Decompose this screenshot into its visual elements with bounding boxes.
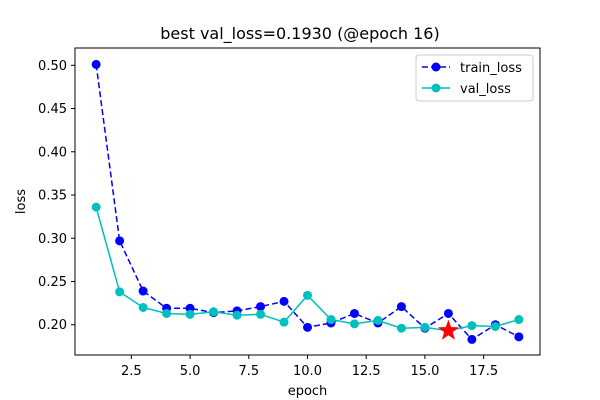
data-point-train-loss <box>349 308 359 318</box>
data-point-val-loss <box>185 309 195 319</box>
data-point-val-loss <box>514 315 524 325</box>
x-tick-label: 2.5 <box>121 364 142 379</box>
x-tick-label: 15.0 <box>410 364 439 379</box>
y-tick-label: 0.30 <box>38 232 67 247</box>
data-point-val-loss <box>115 287 125 297</box>
data-point-train-loss <box>256 302 266 312</box>
data-point-val-loss <box>490 321 500 331</box>
data-point-train-loss <box>138 286 148 296</box>
data-point-train-loss <box>443 308 453 318</box>
data-point-train-loss <box>91 59 101 69</box>
legend-label-train-loss: train_loss <box>460 61 522 76</box>
legend: train_loss val_loss <box>415 54 534 102</box>
y-axis: 0.20 0.25 0.30 0.35 0.40 0.45 0.50 <box>38 59 75 333</box>
data-point-val-loss <box>91 202 101 212</box>
data-point-val-loss <box>396 323 406 333</box>
y-tick-label: 0.20 <box>38 318 67 333</box>
data-point-val-loss <box>326 315 336 325</box>
y-tick-label: 0.25 <box>38 275 67 290</box>
data-point-train-loss <box>279 296 289 306</box>
data-point-train-loss <box>396 302 406 312</box>
best-epoch-star-marker <box>437 319 460 340</box>
x-axis: 2.5 5.0 7.5 10.0 12.5 15.0 17.5 <box>121 355 498 379</box>
data-point-train-loss <box>467 334 477 344</box>
data-point-train-loss <box>115 236 125 246</box>
x-axis-label: epoch <box>288 384 328 399</box>
y-tick-label: 0.50 <box>38 59 67 74</box>
chart-title: best val_loss=0.1930 (@epoch 16) <box>160 24 439 44</box>
y-axis-label: loss <box>14 189 29 214</box>
x-tick-label: 10.0 <box>293 364 322 379</box>
data-point-val-loss <box>162 308 172 318</box>
data-point-train-loss <box>303 322 312 332</box>
x-tick-label: 12.5 <box>352 364 381 379</box>
data-point-val-loss <box>373 315 383 325</box>
legend-marker-train-loss <box>431 62 441 72</box>
data-point-val-loss <box>256 309 266 319</box>
x-tick-label: 17.5 <box>469 364 498 379</box>
data-point-train-loss <box>514 332 524 342</box>
y-tick-label: 0.40 <box>38 145 67 160</box>
data-point-val-loss <box>303 290 312 300</box>
data-point-val-loss <box>420 322 430 332</box>
x-tick-label: 5.0 <box>180 364 201 379</box>
y-tick-label: 0.35 <box>38 189 67 204</box>
y-tick-label: 0.45 <box>38 102 67 117</box>
data-point-val-loss <box>349 319 359 329</box>
data-point-val-loss <box>279 317 289 327</box>
data-point-val-loss <box>209 307 219 317</box>
legend-label-val-loss: val_loss <box>460 82 511 97</box>
plot-area <box>91 59 524 344</box>
data-point-val-loss <box>138 302 148 312</box>
legend-marker-val-loss <box>431 83 441 93</box>
x-tick-label: 7.5 <box>238 364 259 379</box>
data-point-val-loss <box>232 310 242 320</box>
data-point-val-loss <box>467 321 477 331</box>
